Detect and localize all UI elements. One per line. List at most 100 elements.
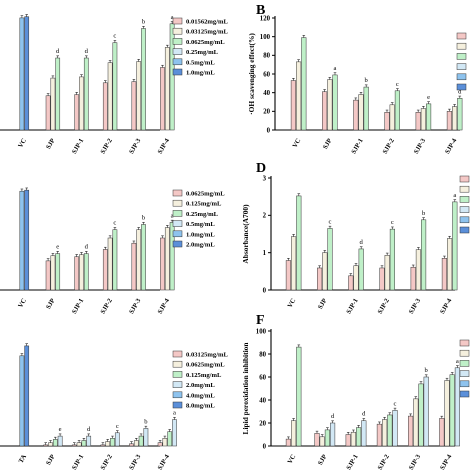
- significance-letter: b: [144, 418, 148, 425]
- category-label: SJP-3: [128, 453, 143, 471]
- bar-sjp-1-s3: [356, 427, 362, 447]
- category-label: SJP-2: [377, 297, 392, 315]
- y-tick-label: 60: [259, 374, 266, 381]
- legend-swatch: [172, 240, 183, 248]
- bar-sjp-3-s2: [136, 61, 142, 131]
- bar-sjp-3-s1: [408, 415, 414, 447]
- bar-sjp-4-s3: [457, 98, 463, 131]
- panel-d: D 0 1 2 3 Absorbance(A700) VC c SJP d SJP-1 c SJP-2 b…: [241, 161, 470, 315]
- y-tick-label: 2: [263, 213, 267, 220]
- legend-label: 0.5mg/mL: [186, 59, 215, 66]
- significance-letter: a: [453, 192, 456, 199]
- category-label: SJP-2: [377, 453, 392, 471]
- legend-label: 1.0mg/mL: [186, 231, 215, 238]
- bar-sjp-1-s3: [81, 440, 87, 447]
- y-tick-label: 60: [263, 71, 270, 78]
- bar-sjp-3-s4: [423, 376, 429, 447]
- significance-letter: c: [116, 423, 119, 430]
- bar-vc-s3: [301, 37, 307, 131]
- significance-letter: b: [422, 210, 426, 217]
- bar-sjp-1-s1: [353, 99, 359, 131]
- legend-swatch: [172, 58, 183, 66]
- bar-sjp-1-s3: [83, 57, 89, 131]
- bar-sjp-3-s3: [141, 224, 146, 291]
- bar-sjp-s2: [50, 255, 56, 291]
- category-label: VC: [287, 297, 298, 309]
- y-tick-label: 20: [263, 109, 270, 116]
- bar-sjp-2-s1: [379, 267, 385, 291]
- bar-sjp-4-s1: [157, 442, 163, 447]
- legend-label: 0.25mg/mL: [186, 211, 219, 218]
- legend-swatch: [172, 350, 183, 358]
- legend-label: 2.0mg/mL: [186, 242, 215, 249]
- bar-sjp-s3: [332, 74, 338, 131]
- bar-sjp-2-s2: [389, 104, 395, 131]
- bar-sjp-4-s1: [439, 418, 445, 447]
- legend-swatch: [459, 206, 470, 213]
- bar-vc-s1: [285, 260, 291, 291]
- y-tick-label: 100: [260, 34, 271, 41]
- bar-sjp-3-s3: [141, 28, 146, 131]
- bar-sjp-s1: [317, 267, 323, 291]
- category-label: SJP-3: [128, 297, 143, 315]
- category-label: VC: [287, 453, 298, 465]
- legend-swatch: [456, 53, 467, 60]
- legend-label: 0.01562mg/mL: [186, 19, 229, 26]
- category-label: SJP-4: [157, 297, 172, 315]
- bar-sjp-4-s2: [162, 438, 168, 447]
- bar-sjp-2-s2: [105, 441, 111, 447]
- significance-letter: a: [171, 14, 174, 21]
- category-label: SJP-1: [350, 138, 364, 156]
- y-tick-label: 3: [263, 175, 267, 182]
- bar-sjp-2-s2: [107, 237, 113, 291]
- bar-sjp-2-s4: [114, 432, 120, 447]
- category-label: SJP-2: [382, 137, 397, 155]
- significance-letter: b: [365, 77, 369, 84]
- category-label: SJP: [317, 298, 329, 311]
- category-label: SJP-3: [413, 137, 428, 155]
- legend-label: 0.03125mg/mL: [186, 352, 229, 359]
- bar-sjp-1-s2: [353, 265, 359, 291]
- bar-sjp-3-s3: [138, 435, 144, 447]
- bar-sjp-2-s1: [102, 82, 108, 131]
- category-label: SJP-2: [100, 137, 115, 155]
- significance-letter: d: [331, 413, 335, 420]
- bar-vc-s2: [291, 420, 297, 447]
- bar-sjp-2-s1: [102, 249, 108, 291]
- bar-sjp-s1: [322, 91, 328, 131]
- panel-letter: D: [256, 161, 266, 176]
- bar-sjp-1-s2: [79, 254, 84, 291]
- legend-label: 0.03125mg/mL: [186, 29, 229, 36]
- significance-letter: d: [56, 48, 60, 55]
- legend-swatch: [172, 210, 183, 217]
- bar-sjp-3-s3: [426, 103, 432, 131]
- significance-letter: d: [360, 239, 364, 246]
- bar-sjp-3-s3: [418, 383, 424, 447]
- legend-swatch: [459, 185, 470, 193]
- legend-swatch: [459, 196, 470, 203]
- y-tick-label: 1: [263, 250, 267, 257]
- category-label: SJP-1: [71, 298, 85, 316]
- bar-sjp-2-s2: [382, 419, 388, 447]
- legend-swatch: [172, 189, 183, 197]
- bar-sjp-1-s1: [345, 434, 351, 447]
- bar-vc-s3: [296, 346, 302, 447]
- legend-swatch: [459, 226, 470, 234]
- bar-sjp-1-s1: [348, 275, 354, 291]
- bar-sjp-4-s2: [452, 106, 458, 131]
- bar-sjp-3-s1: [415, 112, 421, 131]
- y-tick-label: 40: [259, 397, 266, 404]
- bar-sjp-1-s3: [83, 253, 89, 291]
- bar-sjp-2-s3: [389, 228, 395, 291]
- legend-swatch: [172, 199, 183, 207]
- bar-sjp-3-s2: [415, 249, 421, 291]
- significance-letter: d: [362, 411, 366, 418]
- legend-swatch: [459, 216, 470, 224]
- bar-sjp-s1: [45, 260, 51, 291]
- bar-vc-s6: [24, 189, 30, 291]
- bar-sjp-s3: [52, 439, 58, 447]
- category-label: SJP-3: [128, 137, 143, 155]
- category-label: VC: [17, 137, 28, 149]
- category-label: SJP-4: [444, 137, 459, 155]
- bar-sjp-1-s3: [363, 86, 369, 131]
